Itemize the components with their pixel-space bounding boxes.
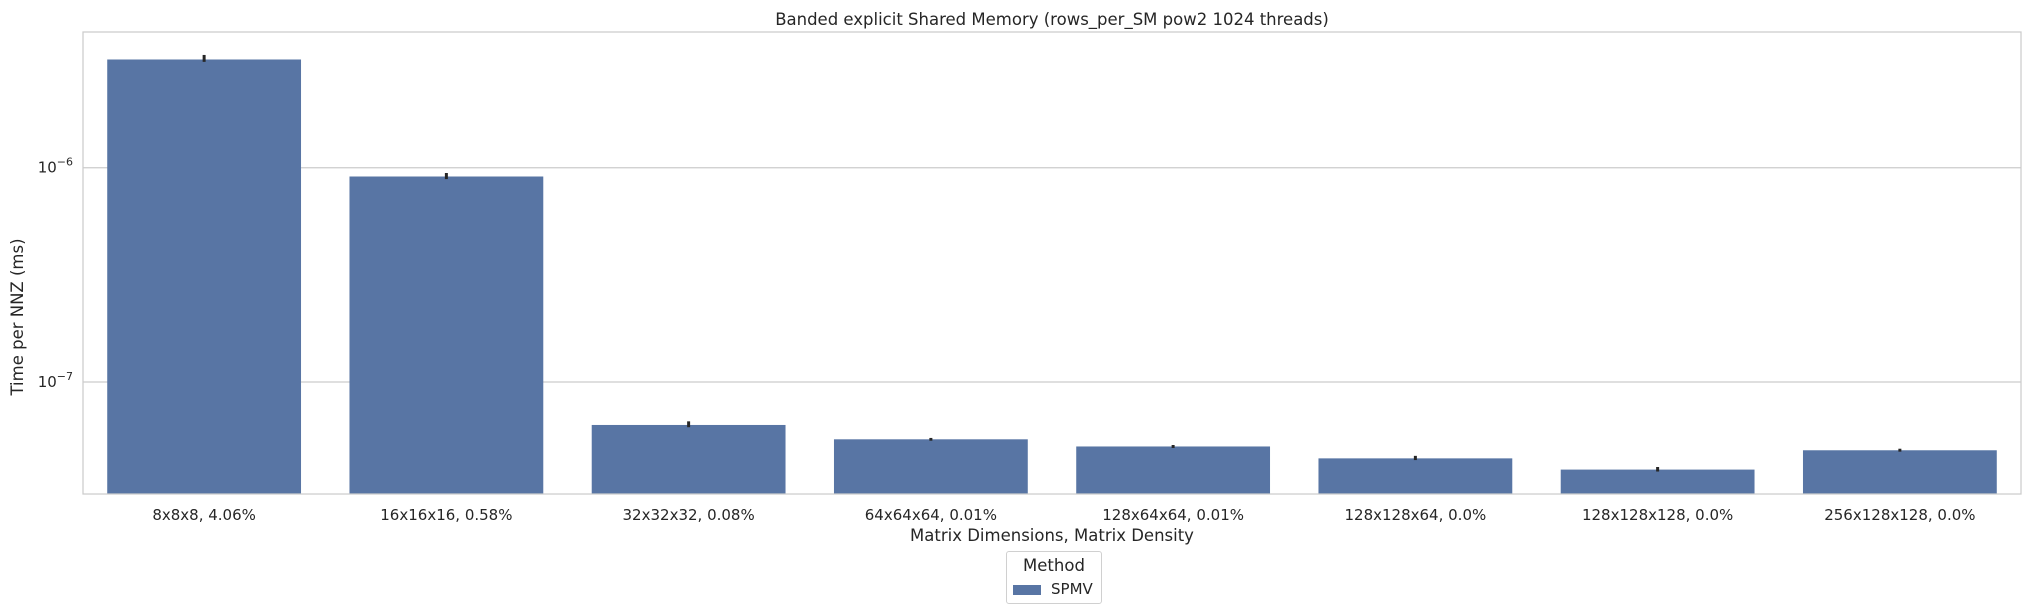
x-tick-label: 128x64x64, 0.01%	[1102, 506, 1244, 524]
error-bars-layer	[202, 54, 1902, 472]
x-ticks: 8x8x8, 4.06% 16x16x16, 0.58% 32x32x32, 0.0…	[152, 506, 1975, 524]
y-tick-label: 10−7	[38, 370, 73, 391]
legend-title: Method	[1023, 556, 1085, 575]
legend: Method SPMV	[1006, 551, 1102, 604]
x-tick-label: 16x16x16, 0.58%	[380, 506, 512, 524]
bar	[833, 439, 1028, 494]
bar	[1076, 446, 1271, 494]
x-tick-label: 64x64x64, 0.01%	[865, 506, 997, 524]
legend-label-spmv: SPMV	[1051, 580, 1093, 598]
x-tick-label: 128x128x128, 0.0%	[1582, 506, 1733, 524]
x-tick-label: 8x8x8, 4.06%	[152, 506, 256, 524]
bar	[349, 176, 544, 494]
y-axis-label: Time per NNZ (ms)	[8, 238, 27, 396]
x-tick-label: 128x128x64, 0.0%	[1345, 506, 1487, 524]
bars-layer	[107, 59, 1997, 494]
x-tick-label: 256x128x128, 0.0%	[1824, 506, 1975, 524]
bar	[1560, 469, 1755, 494]
bar	[591, 424, 786, 494]
x-tick-label: 32x32x32, 0.08%	[623, 506, 755, 524]
bar	[1802, 450, 1997, 494]
legend-swatch-spmv	[1013, 585, 1041, 595]
x-axis-label: Matrix Dimensions, Matrix Density	[910, 526, 1194, 545]
bar	[107, 59, 302, 494]
bar	[1318, 458, 1513, 494]
chart-title: Banded explicit Shared Memory (rows_per_…	[775, 10, 1329, 30]
y-tick-label: 10−6	[38, 156, 73, 177]
plot-frame	[82, 31, 2022, 495]
y-ticks: 10−6 10−7	[38, 156, 73, 391]
